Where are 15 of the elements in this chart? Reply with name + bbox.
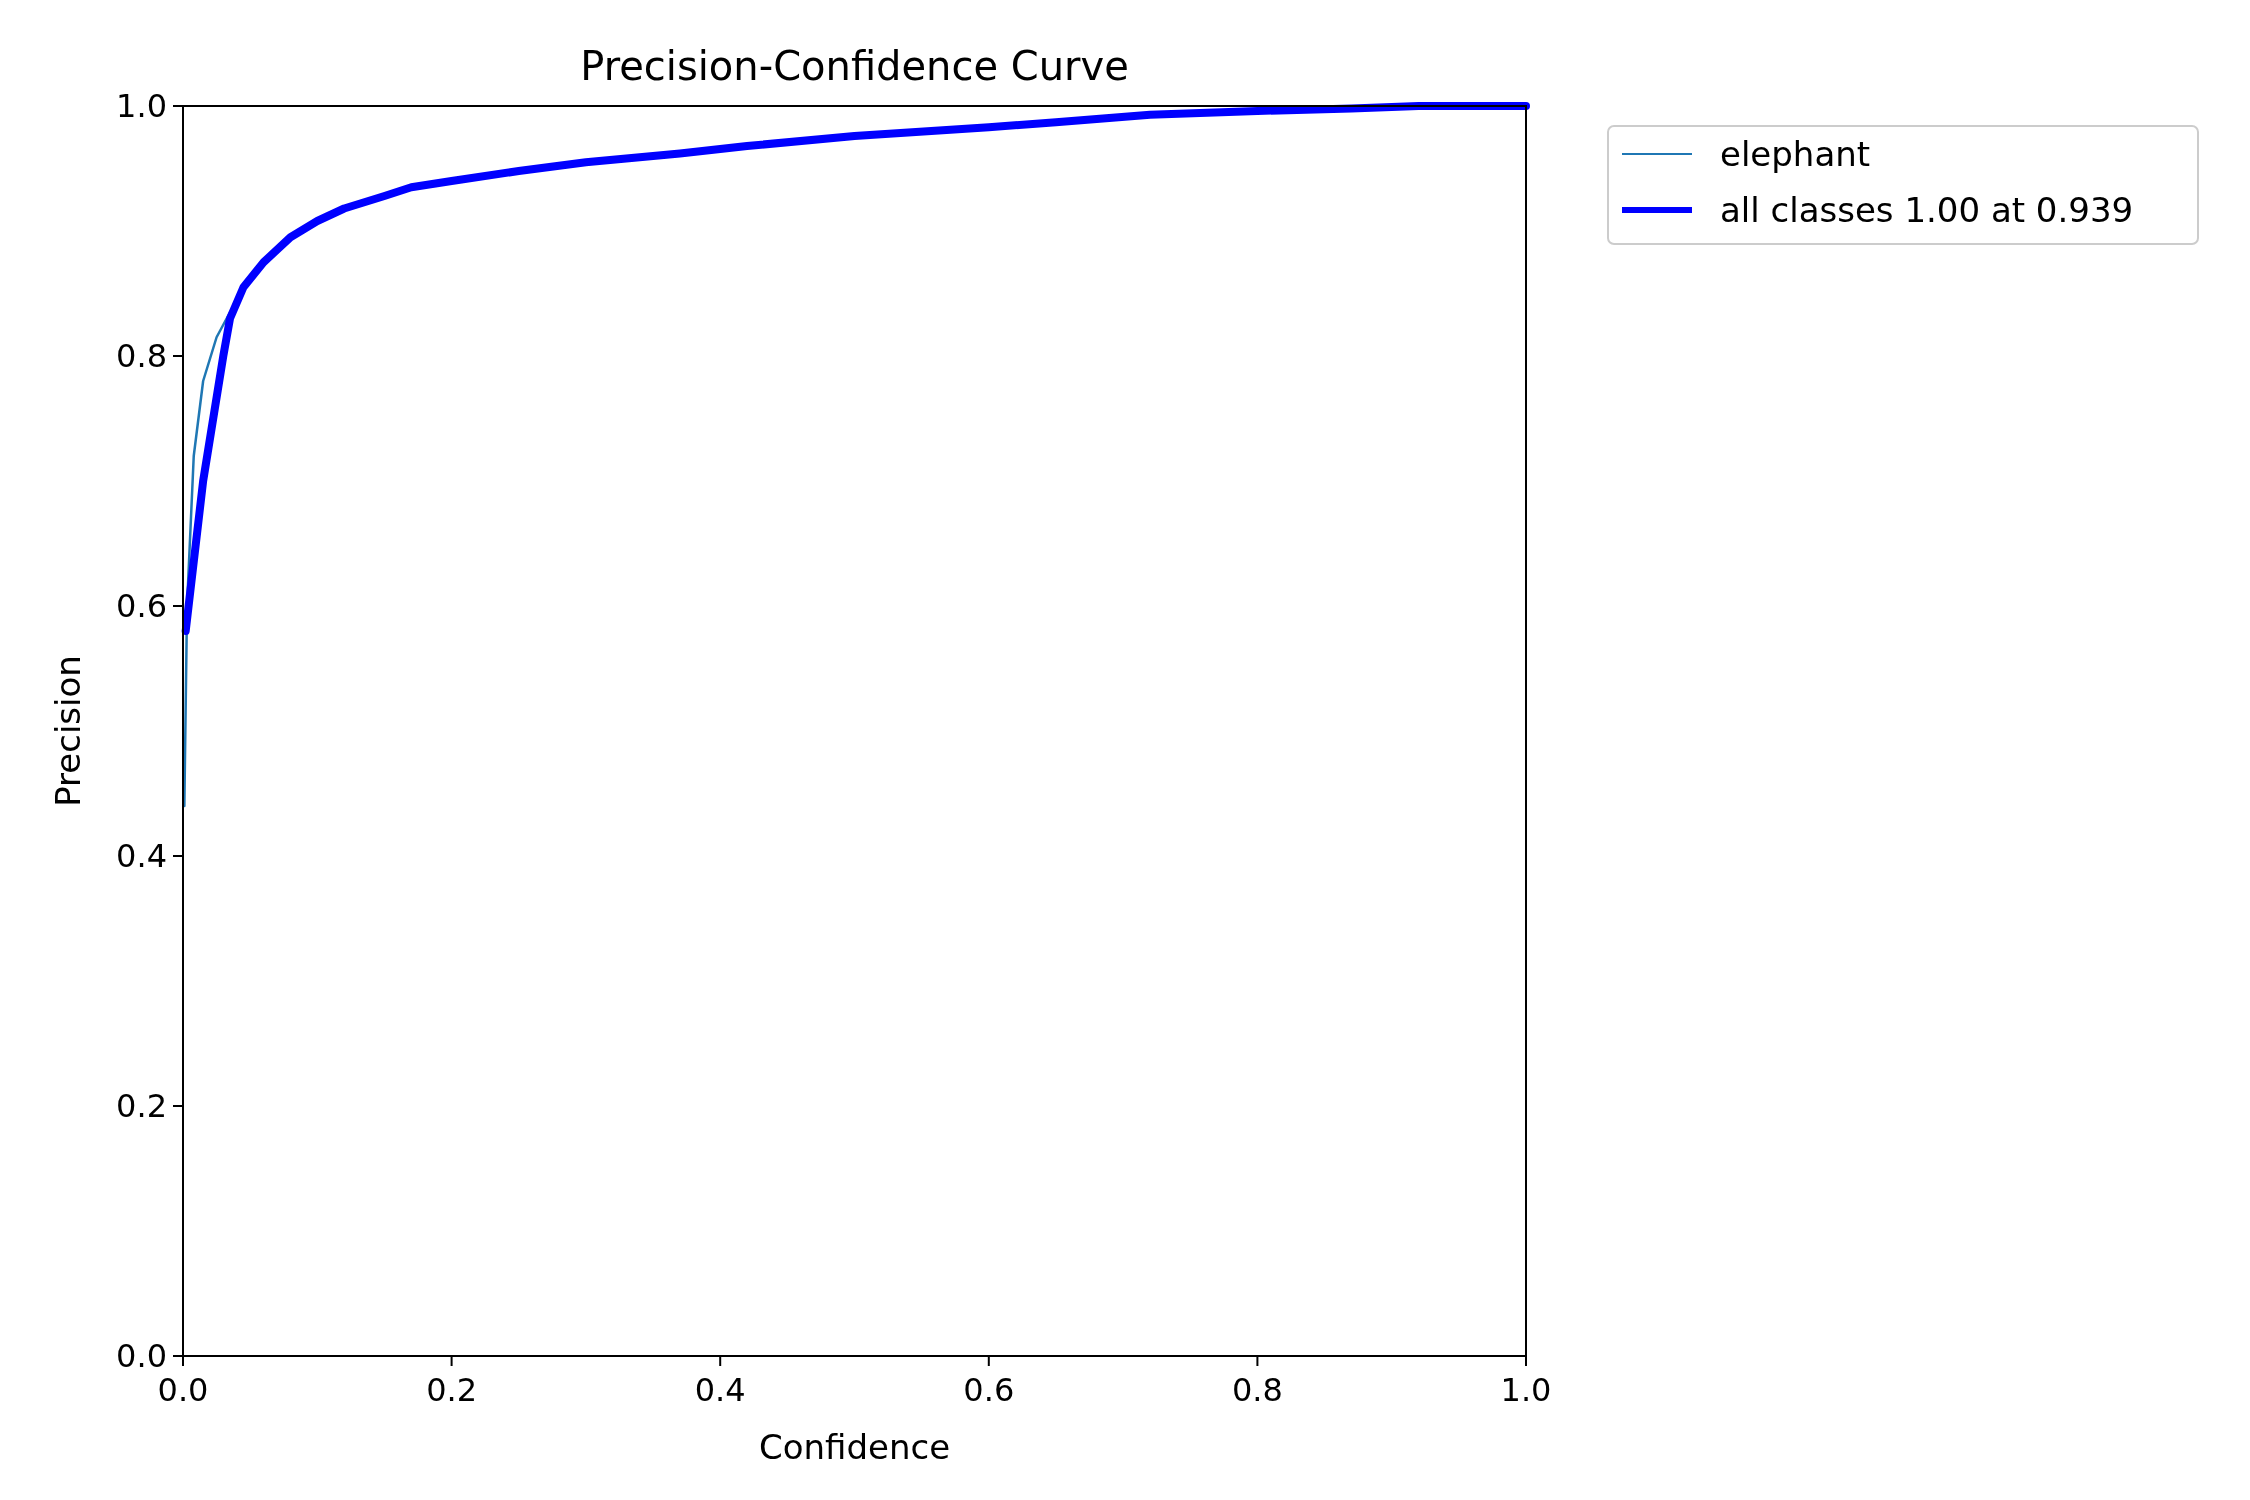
x-tick-label: 1.0: [1500, 1371, 1552, 1409]
y-tick-label: 0.8: [116, 337, 167, 375]
y-tick-label: 0.6: [116, 587, 167, 625]
chart-title: Precision-Confidence Curve: [580, 43, 1129, 89]
y-tick-label: 1.0: [116, 87, 167, 125]
x-tick-label: 0.2: [426, 1371, 478, 1409]
legend-label: elephant: [1720, 134, 1871, 174]
x-tick-label: 0.6: [963, 1371, 1015, 1409]
y-tick-label: 0.4: [116, 837, 167, 875]
y-axis-title: Precision: [48, 655, 88, 807]
x-tick-label: 0.8: [1231, 1371, 1283, 1409]
x-tick-label: 0.4: [694, 1371, 746, 1409]
y-tick-label: 0.2: [116, 1087, 167, 1125]
x-axis-title: Confidence: [758, 1427, 951, 1467]
legend-label: all classes 1.00 at 0.939: [1720, 190, 2134, 230]
